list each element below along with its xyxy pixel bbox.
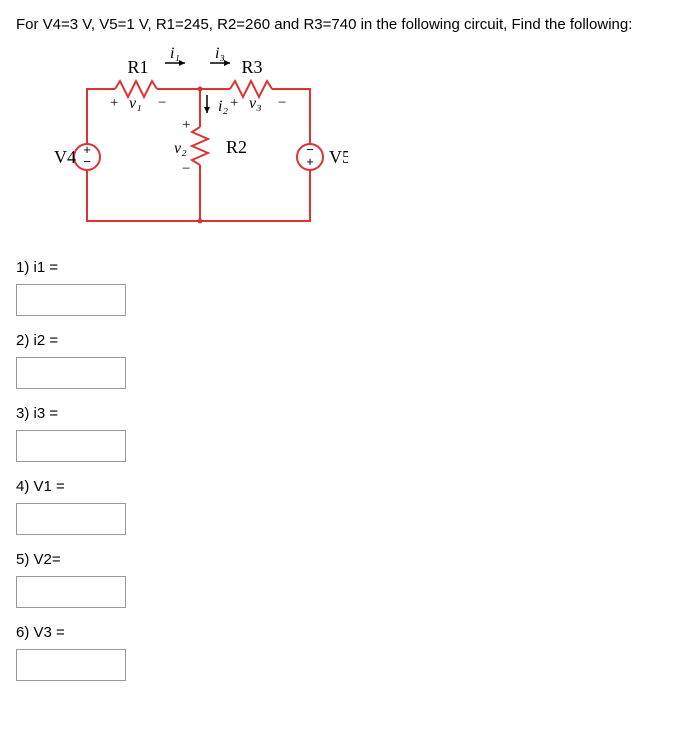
answer-label: 6) V3 = xyxy=(16,624,666,641)
answer-input-i3[interactable] xyxy=(16,430,126,462)
answer-label: 2) i2 = xyxy=(16,332,666,349)
v4-label: V4 xyxy=(54,147,76,167)
svg-text:−: − xyxy=(158,95,166,111)
r2-label: R2 xyxy=(226,137,247,157)
answer-item-v2: 5) V2= xyxy=(16,551,666,608)
answers-list: 1) i1 = 2) i2 = 3) i3 = 4) V1 = 5) V2= 6… xyxy=(16,259,666,681)
answer-input-v1[interactable] xyxy=(16,503,126,535)
v5-label: V5 xyxy=(329,147,348,167)
answer-input-i2[interactable] xyxy=(16,357,126,389)
answer-item-i1: 1) i1 = xyxy=(16,259,666,316)
i1-label: i₁ xyxy=(170,45,180,62)
answer-item-i3: 3) i3 = xyxy=(16,405,666,462)
svg-text:−: − xyxy=(278,95,286,111)
svg-text:+: + xyxy=(230,95,238,111)
i3-label: i₃ xyxy=(215,45,225,62)
r3-label: R3 xyxy=(241,57,262,77)
svg-text:+: + xyxy=(182,117,190,133)
answer-label: 4) V1 = xyxy=(16,478,666,495)
i2-label: i₂ xyxy=(218,98,228,115)
answer-input-v2[interactable] xyxy=(16,576,126,608)
v2-label: v₂ xyxy=(174,140,187,157)
answer-label: 3) i3 = xyxy=(16,405,666,422)
answer-label: 5) V2= xyxy=(16,551,666,568)
svg-text:+: + xyxy=(306,154,314,169)
answer-input-i1[interactable] xyxy=(16,284,126,316)
v1-label: v₁ xyxy=(129,95,142,112)
answer-input-v3[interactable] xyxy=(16,649,126,681)
svg-text:−: − xyxy=(182,161,190,177)
question-text: For V4=3 V, V5=1 V, R1=245, R2=260 and R… xyxy=(16,16,666,33)
svg-text:+: + xyxy=(110,95,118,111)
r1-label: R1 xyxy=(127,57,148,77)
answer-item-v3: 6) V3 = xyxy=(16,624,666,681)
answer-item-i2: 2) i2 = xyxy=(16,332,666,389)
v3-label: v₃ xyxy=(249,95,262,112)
answer-label: 1) i1 = xyxy=(16,259,666,276)
answer-item-v1: 4) V1 = xyxy=(16,478,666,535)
svg-text:−: − xyxy=(83,154,91,169)
circuit-diagram: + − − + R1 R3 R2 i₁ i₃ i₂ + v₁ − + v₃ − … xyxy=(40,45,666,235)
